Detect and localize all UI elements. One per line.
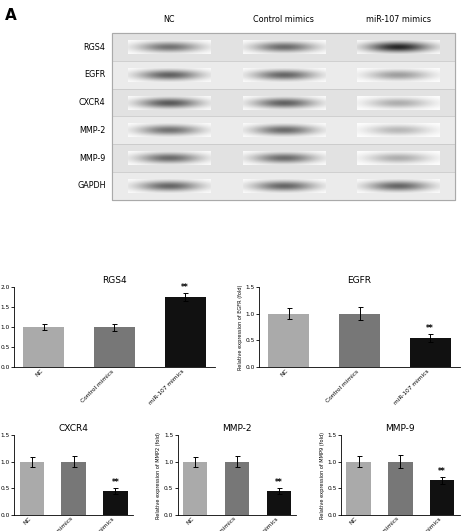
Text: RGS4: RGS4 bbox=[84, 42, 106, 52]
Text: **: ** bbox=[426, 324, 434, 333]
Title: EGFR: EGFR bbox=[347, 276, 372, 285]
Bar bbox=[19, 462, 44, 515]
Bar bbox=[112, 116, 456, 144]
Text: EGFR: EGFR bbox=[84, 70, 106, 79]
Y-axis label: Relative expression of EGFR (fold): Relative expression of EGFR (fold) bbox=[238, 285, 243, 370]
Text: miR-107 mimics: miR-107 mimics bbox=[365, 14, 431, 23]
Bar bbox=[112, 89, 456, 116]
Text: MMP-9: MMP-9 bbox=[79, 153, 106, 162]
Bar bbox=[103, 491, 128, 515]
Bar bbox=[388, 462, 412, 515]
Bar bbox=[94, 327, 135, 367]
Bar bbox=[410, 338, 451, 367]
Bar bbox=[112, 33, 456, 61]
Text: CXCR4: CXCR4 bbox=[79, 98, 106, 107]
Bar bbox=[346, 462, 371, 515]
Bar bbox=[112, 144, 456, 172]
Bar bbox=[112, 61, 456, 89]
Text: MMP-2: MMP-2 bbox=[79, 126, 106, 135]
Bar bbox=[164, 297, 206, 367]
Bar bbox=[267, 491, 291, 515]
Title: RGS4: RGS4 bbox=[102, 276, 127, 285]
Title: MMP-2: MMP-2 bbox=[222, 424, 252, 433]
Bar bbox=[62, 462, 86, 515]
Bar bbox=[183, 462, 207, 515]
Bar bbox=[112, 172, 456, 200]
Text: A: A bbox=[5, 8, 17, 23]
Text: GAPDH: GAPDH bbox=[77, 182, 106, 191]
Text: NC: NC bbox=[164, 14, 175, 23]
Bar bbox=[430, 481, 455, 515]
Bar bbox=[112, 33, 456, 200]
Text: **: ** bbox=[275, 478, 283, 487]
Text: **: ** bbox=[181, 284, 189, 292]
Title: CXCR4: CXCR4 bbox=[59, 424, 89, 433]
Bar bbox=[112, 33, 456, 200]
Text: Control mimics: Control mimics bbox=[253, 14, 314, 23]
Bar bbox=[23, 327, 64, 367]
Text: **: ** bbox=[438, 467, 446, 476]
Bar bbox=[225, 462, 249, 515]
Y-axis label: Relative expression of MMP2 (fold): Relative expression of MMP2 (fold) bbox=[156, 432, 161, 518]
Bar bbox=[268, 314, 310, 367]
Y-axis label: Relative expression of MMP9 (fold): Relative expression of MMP9 (fold) bbox=[319, 432, 325, 519]
Bar bbox=[339, 314, 380, 367]
Text: **: ** bbox=[111, 478, 119, 487]
Title: MMP-9: MMP-9 bbox=[385, 424, 415, 433]
